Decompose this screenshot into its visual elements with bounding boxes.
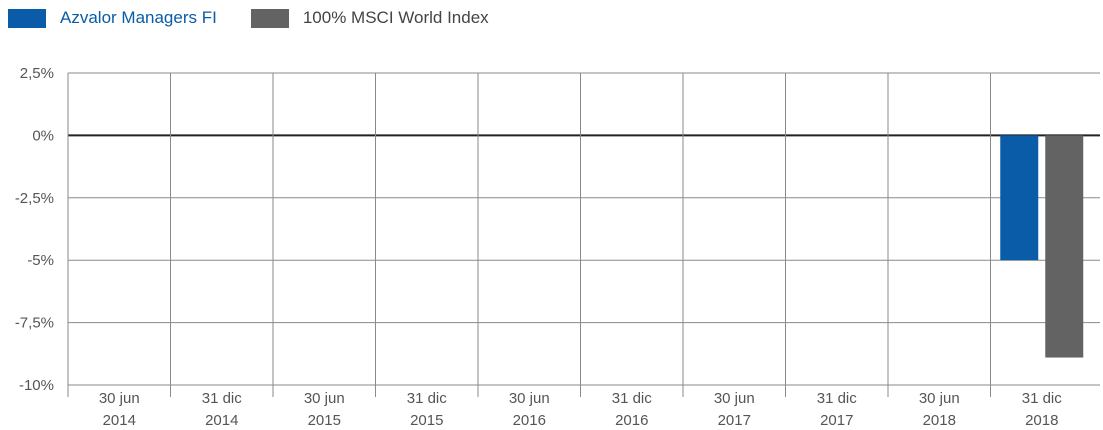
x-tick-label-line1: 31 dic — [612, 390, 653, 407]
legend-label-azvalor: Azvalor Managers FI — [60, 8, 217, 27]
x-tick-label-line2: 2014 — [205, 412, 238, 429]
x-tick-label-line1: 31 dic — [202, 390, 243, 407]
x-tick-label-line2: 2017 — [718, 412, 751, 429]
y-tick-label: -7,5% — [15, 315, 54, 332]
x-tick-label-line2: 2016 — [513, 412, 546, 429]
y-tick-label: 0% — [32, 127, 54, 144]
y-tick-label: -10% — [19, 377, 54, 394]
x-tick-label-line2: 2015 — [308, 412, 341, 429]
x-tick-label-line1: 30 jun — [919, 390, 960, 407]
x-tick-label-line2: 2014 — [103, 412, 136, 429]
bar-azvalor — [1000, 135, 1039, 261]
y-tick-label: 2,5% — [20, 65, 54, 82]
x-tick-label-line1: 30 jun — [99, 390, 140, 407]
legend-swatch-azvalor — [8, 8, 46, 28]
x-tick-label-line1: 31 dic — [817, 390, 858, 407]
y-tick-label: -2,5% — [15, 190, 54, 207]
x-tick-label-line1: 31 dic — [1022, 390, 1063, 407]
x-tick-label-line2: 2018 — [1025, 412, 1058, 429]
legend-swatch-msci — [250, 8, 289, 28]
legend-label-msci: 100% MSCI World Index — [302, 8, 489, 27]
x-tick-label-line1: 31 dic — [407, 390, 448, 407]
x-tick-label-line2: 2017 — [820, 412, 853, 429]
x-tick-label-line1: 30 jun — [509, 390, 550, 407]
x-tick-label-line2: 2016 — [615, 412, 648, 429]
chart-legend: Azvalor Managers FI 100% MSCI World Inde… — [8, 8, 489, 28]
legend-item-msci: 100% MSCI World Index — [250, 8, 489, 28]
x-tick-label-line1: 30 jun — [304, 390, 345, 407]
x-tick-label-line2: 2015 — [410, 412, 443, 429]
x-tick-label-line2: 2018 — [923, 412, 956, 429]
bar-msci — [1045, 135, 1084, 358]
y-tick-label: -5% — [27, 252, 54, 269]
x-tick-label-line1: 30 jun — [714, 390, 755, 407]
legend-item-azvalor: Azvalor Managers FI — [8, 8, 217, 28]
